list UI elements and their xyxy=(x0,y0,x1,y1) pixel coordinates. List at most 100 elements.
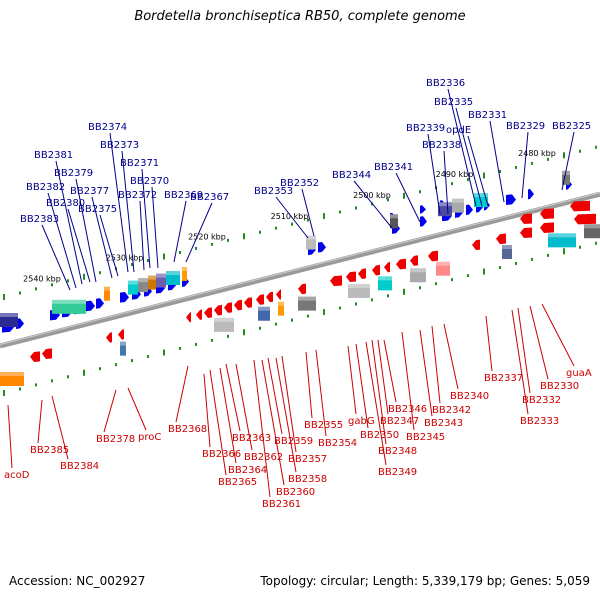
feature-block xyxy=(258,306,270,321)
bottom-gene-label: BB2366 xyxy=(202,449,241,460)
forward-gene-arrow xyxy=(120,292,129,303)
bottom-gene-label: BB2342 xyxy=(432,405,471,416)
top-leader-line xyxy=(467,135,489,207)
feature-block xyxy=(562,170,570,185)
feature-block xyxy=(502,244,512,259)
upper-tick xyxy=(595,145,597,149)
top-gene-label: BB2339 xyxy=(406,123,445,134)
scale-label: 2530 kbp xyxy=(106,254,144,263)
upper-tick xyxy=(179,250,181,254)
upper-tick xyxy=(259,230,261,234)
top-gene-label: BB2381 xyxy=(34,150,73,161)
bottom-leader-line xyxy=(253,359,271,498)
upper-tick xyxy=(163,253,165,260)
scale-label: 2500 kbp xyxy=(353,191,391,200)
feature-block-shine xyxy=(0,372,24,376)
upper-tick xyxy=(211,242,213,246)
upper-tick xyxy=(339,210,341,214)
lower-tick xyxy=(243,329,245,336)
upper-tick xyxy=(499,170,501,173)
feature-block xyxy=(214,317,234,332)
bottom-gene-label: BB2368 xyxy=(168,424,207,435)
lower-tick xyxy=(259,326,261,330)
forward-gene-arrow xyxy=(420,216,427,227)
reverse-gene-arrow xyxy=(384,261,390,273)
top-gene-label: BB2382 xyxy=(26,182,65,193)
reverse-gene-arrow xyxy=(276,289,281,300)
scale-label: 2540 kbp xyxy=(23,274,61,283)
reverse-gene-arrow xyxy=(520,227,532,239)
forward-gene-arrow xyxy=(86,300,95,312)
feature-block-shine xyxy=(120,341,126,346)
scale-label: 2480 kbp xyxy=(518,149,556,158)
top-leader-line xyxy=(151,186,159,269)
bottom-gene-label: BB2378 xyxy=(96,434,135,445)
bottom-gene-label: BB2385 xyxy=(30,445,69,456)
forward-gene-arrow xyxy=(466,204,473,216)
lower-tick xyxy=(19,387,21,391)
top-gene-label: BB2371 xyxy=(120,158,159,169)
top-gene-label: BB2329 xyxy=(506,121,545,132)
feature-block-shine xyxy=(148,275,156,280)
top-leader-line xyxy=(455,107,483,207)
bottom-gene-label: BB2350 xyxy=(360,430,399,441)
top-gene-label: BB2383 xyxy=(20,214,59,225)
top-gene-label: BB2338 xyxy=(422,140,461,151)
reverse-gene-arrow xyxy=(30,351,40,363)
feature-block xyxy=(410,268,426,283)
bottom-leader-line xyxy=(235,363,253,451)
reverse-gene-arrow xyxy=(358,268,366,280)
bottom-leader-line xyxy=(511,309,529,415)
feature-block xyxy=(166,271,180,286)
reverse-gene-arrow xyxy=(42,348,52,359)
reverse-gene-arrow xyxy=(256,294,264,305)
forward-gene-arrow xyxy=(528,188,534,200)
lower-tick xyxy=(483,268,485,275)
feature-block-shine xyxy=(278,301,284,306)
reverse-gene-arrow xyxy=(244,297,252,308)
reverse-gene-arrow xyxy=(266,291,273,303)
lower-tick xyxy=(51,379,53,383)
feature-block-shine xyxy=(298,296,316,301)
forward-gene-arrow xyxy=(96,298,104,309)
reverse-gene-arrow xyxy=(234,299,242,311)
top-leader-line xyxy=(301,188,315,237)
feature-block-shine xyxy=(166,271,180,276)
reverse-gene-arrow xyxy=(540,208,554,219)
top-leader-line xyxy=(67,208,91,283)
upper-tick xyxy=(227,238,229,242)
reverse-gene-arrow xyxy=(346,271,356,283)
feature-block-shine xyxy=(584,224,600,229)
bottom-gene-label: BB2330 xyxy=(540,381,579,392)
lower-tick xyxy=(531,257,533,261)
top-leader-line xyxy=(427,133,441,215)
top-gene-label: BB2344 xyxy=(332,170,371,181)
reverse-gene-arrow xyxy=(428,250,438,262)
bottom-leader-line xyxy=(419,329,433,417)
top-gene-label: BB2341 xyxy=(374,162,413,173)
lower-tick xyxy=(195,342,197,346)
lower-tick xyxy=(595,241,597,245)
upper-tick xyxy=(35,287,37,291)
bottom-gene-label: BB2333 xyxy=(520,416,559,427)
top-leader-line xyxy=(443,150,449,215)
lower-tick xyxy=(355,302,357,306)
reverse-gene-arrow xyxy=(118,329,124,340)
upper-tick xyxy=(147,259,149,263)
bottom-gene-label: guaA xyxy=(566,368,592,379)
upper-tick xyxy=(467,178,469,182)
feature-block-shine xyxy=(0,313,18,317)
feature-block xyxy=(278,301,284,316)
bottom-leader-line xyxy=(7,404,13,469)
upper-tick xyxy=(275,226,277,230)
top-leader-line xyxy=(185,202,213,263)
feature-block-shine xyxy=(128,280,138,285)
lower-tick xyxy=(115,363,117,367)
reverse-gene-arrow xyxy=(186,311,191,323)
reverse-gene-arrow xyxy=(214,304,222,316)
bottom-leader-line xyxy=(225,363,241,432)
lower-tick xyxy=(563,248,565,255)
upper-tick xyxy=(403,192,405,199)
top-gene-label: BB2379 xyxy=(54,168,93,179)
bottom-gene-label: BB2359 xyxy=(274,436,313,447)
